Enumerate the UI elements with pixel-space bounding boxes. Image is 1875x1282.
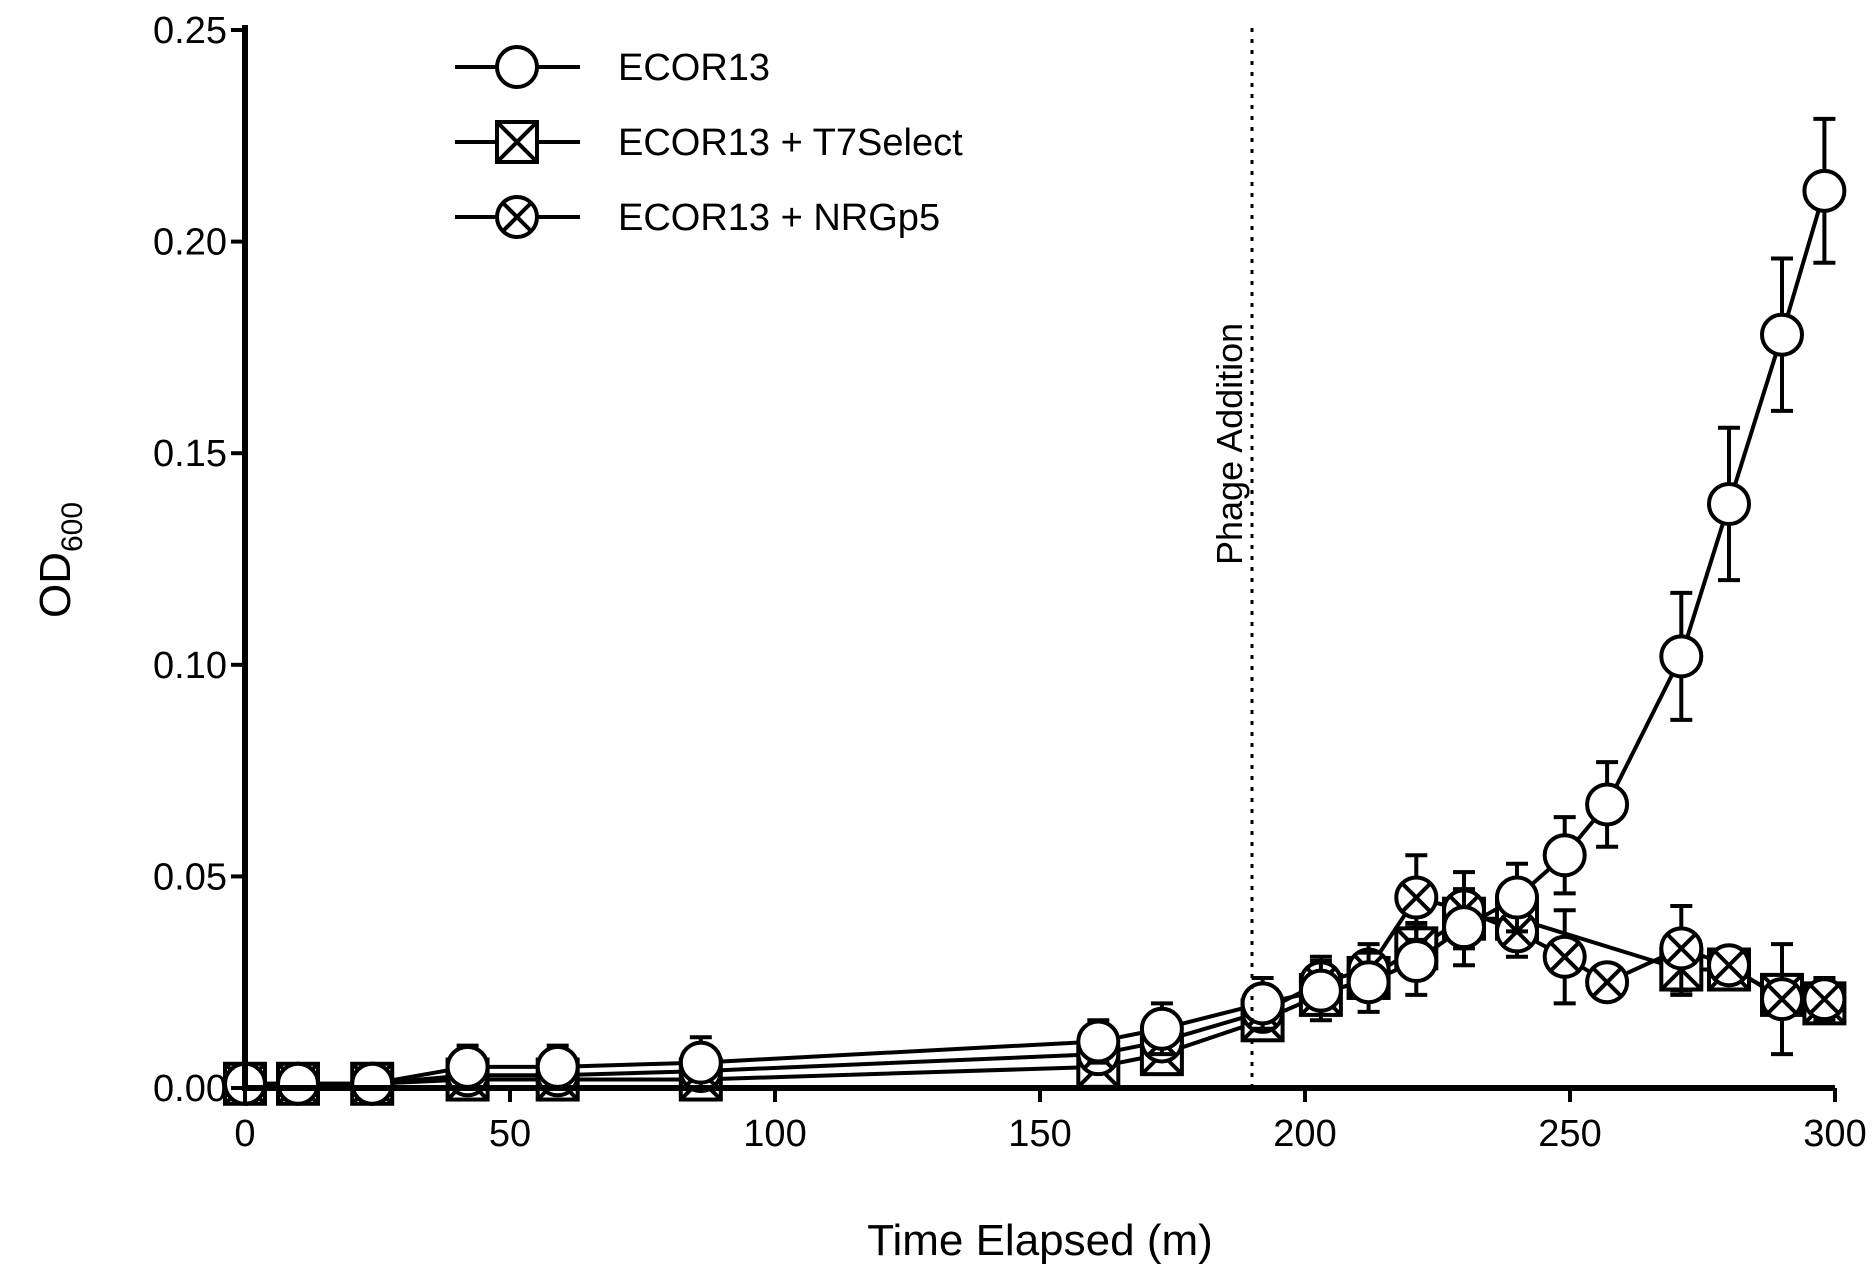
legend-marker — [495, 45, 539, 89]
marker-circle — [1394, 939, 1439, 984]
data-point — [350, 1061, 395, 1106]
marker-circle — [1802, 168, 1847, 213]
marker-circle — [535, 1044, 580, 1089]
legend-item: ECOR13 + NRGp5 — [455, 195, 940, 239]
marker-circle — [1076, 1019, 1121, 1064]
marker-circle — [495, 45, 539, 89]
data-point — [1760, 977, 1804, 1022]
data-point — [1802, 977, 1847, 1022]
legend-item: ECOR13 — [455, 45, 770, 89]
x-tick-label: 200 — [1273, 1113, 1336, 1155]
marker-cross-line — [495, 120, 539, 164]
legend-item: ECOR13 + T7Select — [455, 120, 963, 164]
y-tick-label: 0.10 — [153, 645, 227, 687]
marker-cross-line — [1665, 932, 1697, 964]
data-point — [1076, 1019, 1121, 1064]
data-point — [1298, 968, 1343, 1013]
data-point — [1659, 634, 1704, 679]
marker-circle — [1298, 968, 1343, 1013]
data-point — [1707, 481, 1751, 526]
data-point — [1442, 905, 1486, 950]
y-tick-label: 0.25 — [153, 10, 227, 52]
y-tick-label: 0.00 — [153, 1068, 227, 1110]
marker-cross-line — [1591, 966, 1623, 998]
marker-circle — [1139, 1006, 1184, 1051]
marker-cross-line — [501, 201, 533, 233]
axes — [242, 25, 1835, 1091]
marker-circle — [1542, 833, 1587, 878]
y-tick-label: 0.20 — [153, 222, 227, 264]
data-point — [1542, 934, 1587, 979]
data-point — [445, 1044, 490, 1089]
y-axis-title-main: OD — [31, 552, 80, 618]
data-point — [1707, 943, 1751, 988]
x-tick-label: 150 — [1008, 1113, 1071, 1155]
y-axis-title-subscript: 600 — [56, 502, 89, 552]
marker-circle — [1659, 634, 1704, 679]
marker-cross-line — [1766, 983, 1798, 1015]
marker-circle — [1760, 312, 1804, 357]
data-layer — [223, 116, 1847, 1106]
marker-cross-line — [1808, 983, 1840, 1015]
marker-circle — [678, 1040, 723, 1085]
data-point — [1659, 926, 1704, 971]
data-point — [1139, 1006, 1184, 1051]
legend-label: ECOR13 — [618, 47, 770, 89]
marker-circle — [1585, 782, 1630, 827]
marker-cross-line — [1400, 882, 1432, 914]
data-point — [1802, 168, 1847, 213]
x-tick-label: 250 — [1538, 1113, 1601, 1155]
series-ecor13 — [223, 116, 1847, 1106]
data-point — [1495, 875, 1539, 920]
legend-label: ECOR13 + NRGp5 — [618, 197, 940, 239]
y-tick-label: 0.05 — [153, 856, 227, 898]
data-point — [276, 1061, 320, 1106]
data-point — [1240, 981, 1285, 1026]
legend-label: ECOR13 + T7Select — [618, 122, 963, 164]
marker-cross-line — [1713, 949, 1745, 981]
data-point — [1542, 833, 1587, 878]
x-tick-label: 100 — [743, 1113, 806, 1155]
x-tick-label: 50 — [489, 1113, 531, 1155]
marker-circle — [276, 1061, 320, 1106]
legend-marker — [495, 120, 539, 164]
legend-marker — [495, 195, 539, 239]
data-point — [1394, 875, 1439, 920]
marker-circle — [1495, 875, 1539, 920]
data-point — [678, 1040, 723, 1085]
phage-addition-annotation: Phage Addition — [1209, 28, 1254, 1088]
data-point — [1585, 782, 1630, 827]
data-point — [1346, 960, 1391, 1005]
data-point — [1585, 960, 1630, 1005]
ticks: 0 50 100 150 200 250 300 0.00 0.05 0.10 0.15 0.20 0.… — [153, 10, 1867, 1155]
data-point — [1394, 939, 1439, 984]
phage-addition-label: Phage Addition — [1209, 323, 1250, 565]
y-axis-title: OD600 — [31, 502, 89, 618]
x-tick-label: 300 — [1803, 1113, 1866, 1155]
y-tick-label: 0.15 — [153, 433, 227, 475]
data-point — [1760, 312, 1804, 357]
x-tick-label: 0 — [234, 1113, 255, 1155]
marker-circle — [1707, 481, 1751, 526]
data-point — [535, 1044, 580, 1089]
legend: ECOR13 ECOR13 + T7Select ECOR13 + NRGp5 — [455, 45, 963, 239]
x-axis-title: Time Elapsed (m) — [867, 1216, 1213, 1265]
marker-cross-line — [1549, 941, 1581, 973]
marker-circle — [1442, 905, 1486, 950]
marker-circle — [445, 1044, 490, 1089]
marker-circle — [1240, 981, 1285, 1026]
series-line — [245, 190, 1827, 1086]
marker-circle — [1346, 960, 1391, 1005]
marker-circle — [350, 1061, 395, 1106]
